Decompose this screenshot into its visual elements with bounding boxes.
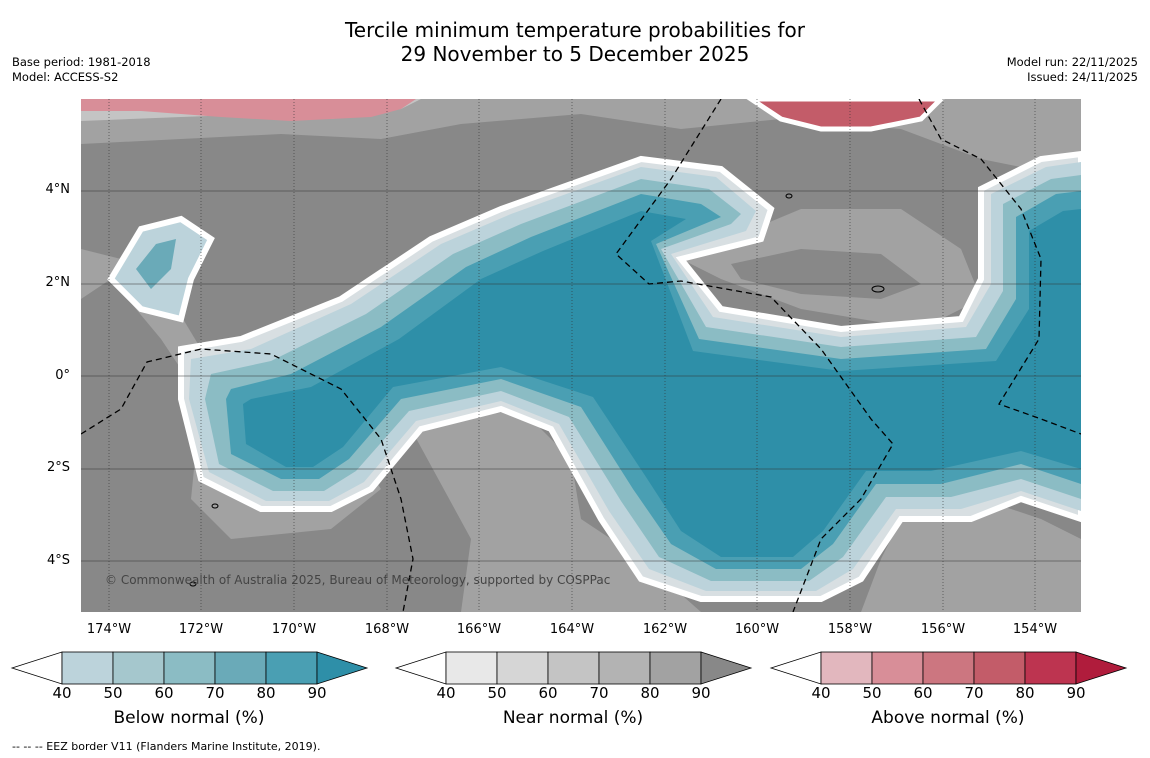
near-colorbar-tick: 50 [487, 684, 507, 702]
above-colorbar-tick: 80 [1015, 684, 1035, 702]
below-colorbar-tick: 90 [307, 684, 327, 702]
near-colorbar-tick: 40 [436, 684, 456, 702]
near-colorbar-segment [496, 651, 549, 685]
above-colorbar-segment [973, 651, 1026, 685]
below-colorbar-min-arrow [10, 651, 63, 685]
above-colorbar-segment [820, 651, 873, 685]
lon-label-158w: 158°W [827, 622, 873, 637]
near-colorbar-segment [547, 651, 600, 685]
title-line-2: 29 November to 5 December 2025 [400, 42, 750, 66]
near-colorbar-tick: 70 [589, 684, 609, 702]
near-colorbar-segment [598, 651, 651, 685]
lon-label-168w: 168°W [364, 622, 410, 637]
above-colorbar-tick: 90 [1066, 684, 1086, 702]
lon-label-170w: 170°W [271, 622, 317, 637]
eez-border-line [918, 99, 1081, 435]
lat-label-2n: 2°N [45, 275, 71, 290]
meta-left: Base period: 1981-2018 Model: ACCESS-S2 [12, 55, 151, 85]
below-colorbar-tick: 60 [154, 684, 174, 702]
eez-border-line [615, 99, 894, 612]
above-colorbar-tick: 50 [862, 684, 882, 702]
island-shape [871, 285, 885, 293]
lon-label-156w: 156°W [920, 622, 966, 637]
below-colorbar-segment [214, 651, 267, 685]
eez-borders [81, 99, 1081, 612]
near-colorbar-segment [649, 651, 702, 685]
near-normal-label: Near normal (%) [502, 708, 644, 728]
lon-label-174w: 174°W [86, 622, 132, 637]
above-colorbar-segment [922, 651, 975, 685]
above-colorbar-max-arrow [1075, 651, 1128, 685]
above-normal-region [746, 99, 945, 132]
below-colorbar-tick: 50 [103, 684, 123, 702]
below-colorbar-segment [163, 651, 216, 685]
lon-label-164w: 164°W [549, 622, 595, 637]
lon-label-154w: 154°W [1012, 622, 1058, 637]
near-colorbar-tick: 60 [538, 684, 558, 702]
issued-date: Issued: 24/11/2025 [1027, 70, 1138, 84]
below-normal-90 [243, 209, 1081, 557]
below-colorbar-tick: 70 [205, 684, 225, 702]
above-normal-label: Above normal (%) [871, 708, 1025, 728]
near-normal-region [861, 499, 1081, 612]
below-normal-label: Below normal (%) [113, 708, 265, 728]
above-colorbar-tick: 40 [811, 684, 831, 702]
below-colorbar-max-arrow [316, 651, 369, 685]
lon-label-172w: 172°W [178, 622, 224, 637]
model-name: Model: ACCESS-S2 [12, 70, 119, 84]
near-colorbar-tick: 90 [691, 684, 711, 702]
lat-label-4n: 4°N [45, 182, 71, 197]
near-colorbar-tick: 80 [640, 684, 660, 702]
lon-label-166w: 166°W [456, 622, 502, 637]
below-colorbar-segment [61, 651, 114, 685]
above-colorbar-tick: 60 [913, 684, 933, 702]
lon-label-162w: 162°W [642, 622, 688, 637]
below-colorbar-tick: 80 [256, 684, 276, 702]
below-normal-blob [136, 239, 176, 289]
island-shape [785, 193, 793, 199]
title-line-1: Tercile minimum temperature probabilitie… [344, 18, 806, 42]
near-colorbar-min-arrow [394, 651, 447, 685]
above-colorbar-min-arrow [769, 651, 822, 685]
copyright-notice: © Commonwealth of Australia 2025, Bureau… [105, 573, 611, 587]
model-run: Model run: 22/11/2025 [1006, 55, 1138, 69]
below-colorbar-tick: 40 [52, 684, 72, 702]
near-colorbar-segment [445, 651, 498, 685]
meta-right: Model run: 22/11/2025 Issued: 24/11/2025 [1007, 55, 1138, 85]
latitude-gridlines [81, 190, 1081, 562]
lon-label-160w: 160°W [734, 622, 780, 637]
island-shape [211, 503, 219, 509]
lat-label-4s: 4°S [46, 553, 70, 568]
chart-title: Tercile minimum temperature probabilitie… [0, 18, 1150, 66]
near-colorbar-max-arrow [700, 651, 753, 685]
below-colorbar-segment [112, 651, 165, 685]
lat-label-2s: 2°S [46, 460, 70, 475]
islands [189, 193, 885, 587]
base-period: Base period: 1981-2018 [12, 55, 151, 69]
lat-label-0: 0° [55, 368, 70, 383]
above-colorbar-segment [1024, 651, 1077, 685]
below-colorbar-segment [265, 651, 318, 685]
above-colorbar-segment [871, 651, 924, 685]
map-svg [81, 99, 1081, 612]
eez-border-line [81, 348, 414, 612]
above-colorbar-tick: 70 [964, 684, 984, 702]
above-normal-region [81, 99, 416, 121]
island-shape [189, 581, 197, 587]
probability-map: © Commonwealth of Australia 2025, Bureau… [81, 99, 1081, 612]
colorbars [10, 651, 1128, 685]
eez-footnote: -- -- -- EEZ border V11 (Flanders Marine… [12, 740, 321, 753]
